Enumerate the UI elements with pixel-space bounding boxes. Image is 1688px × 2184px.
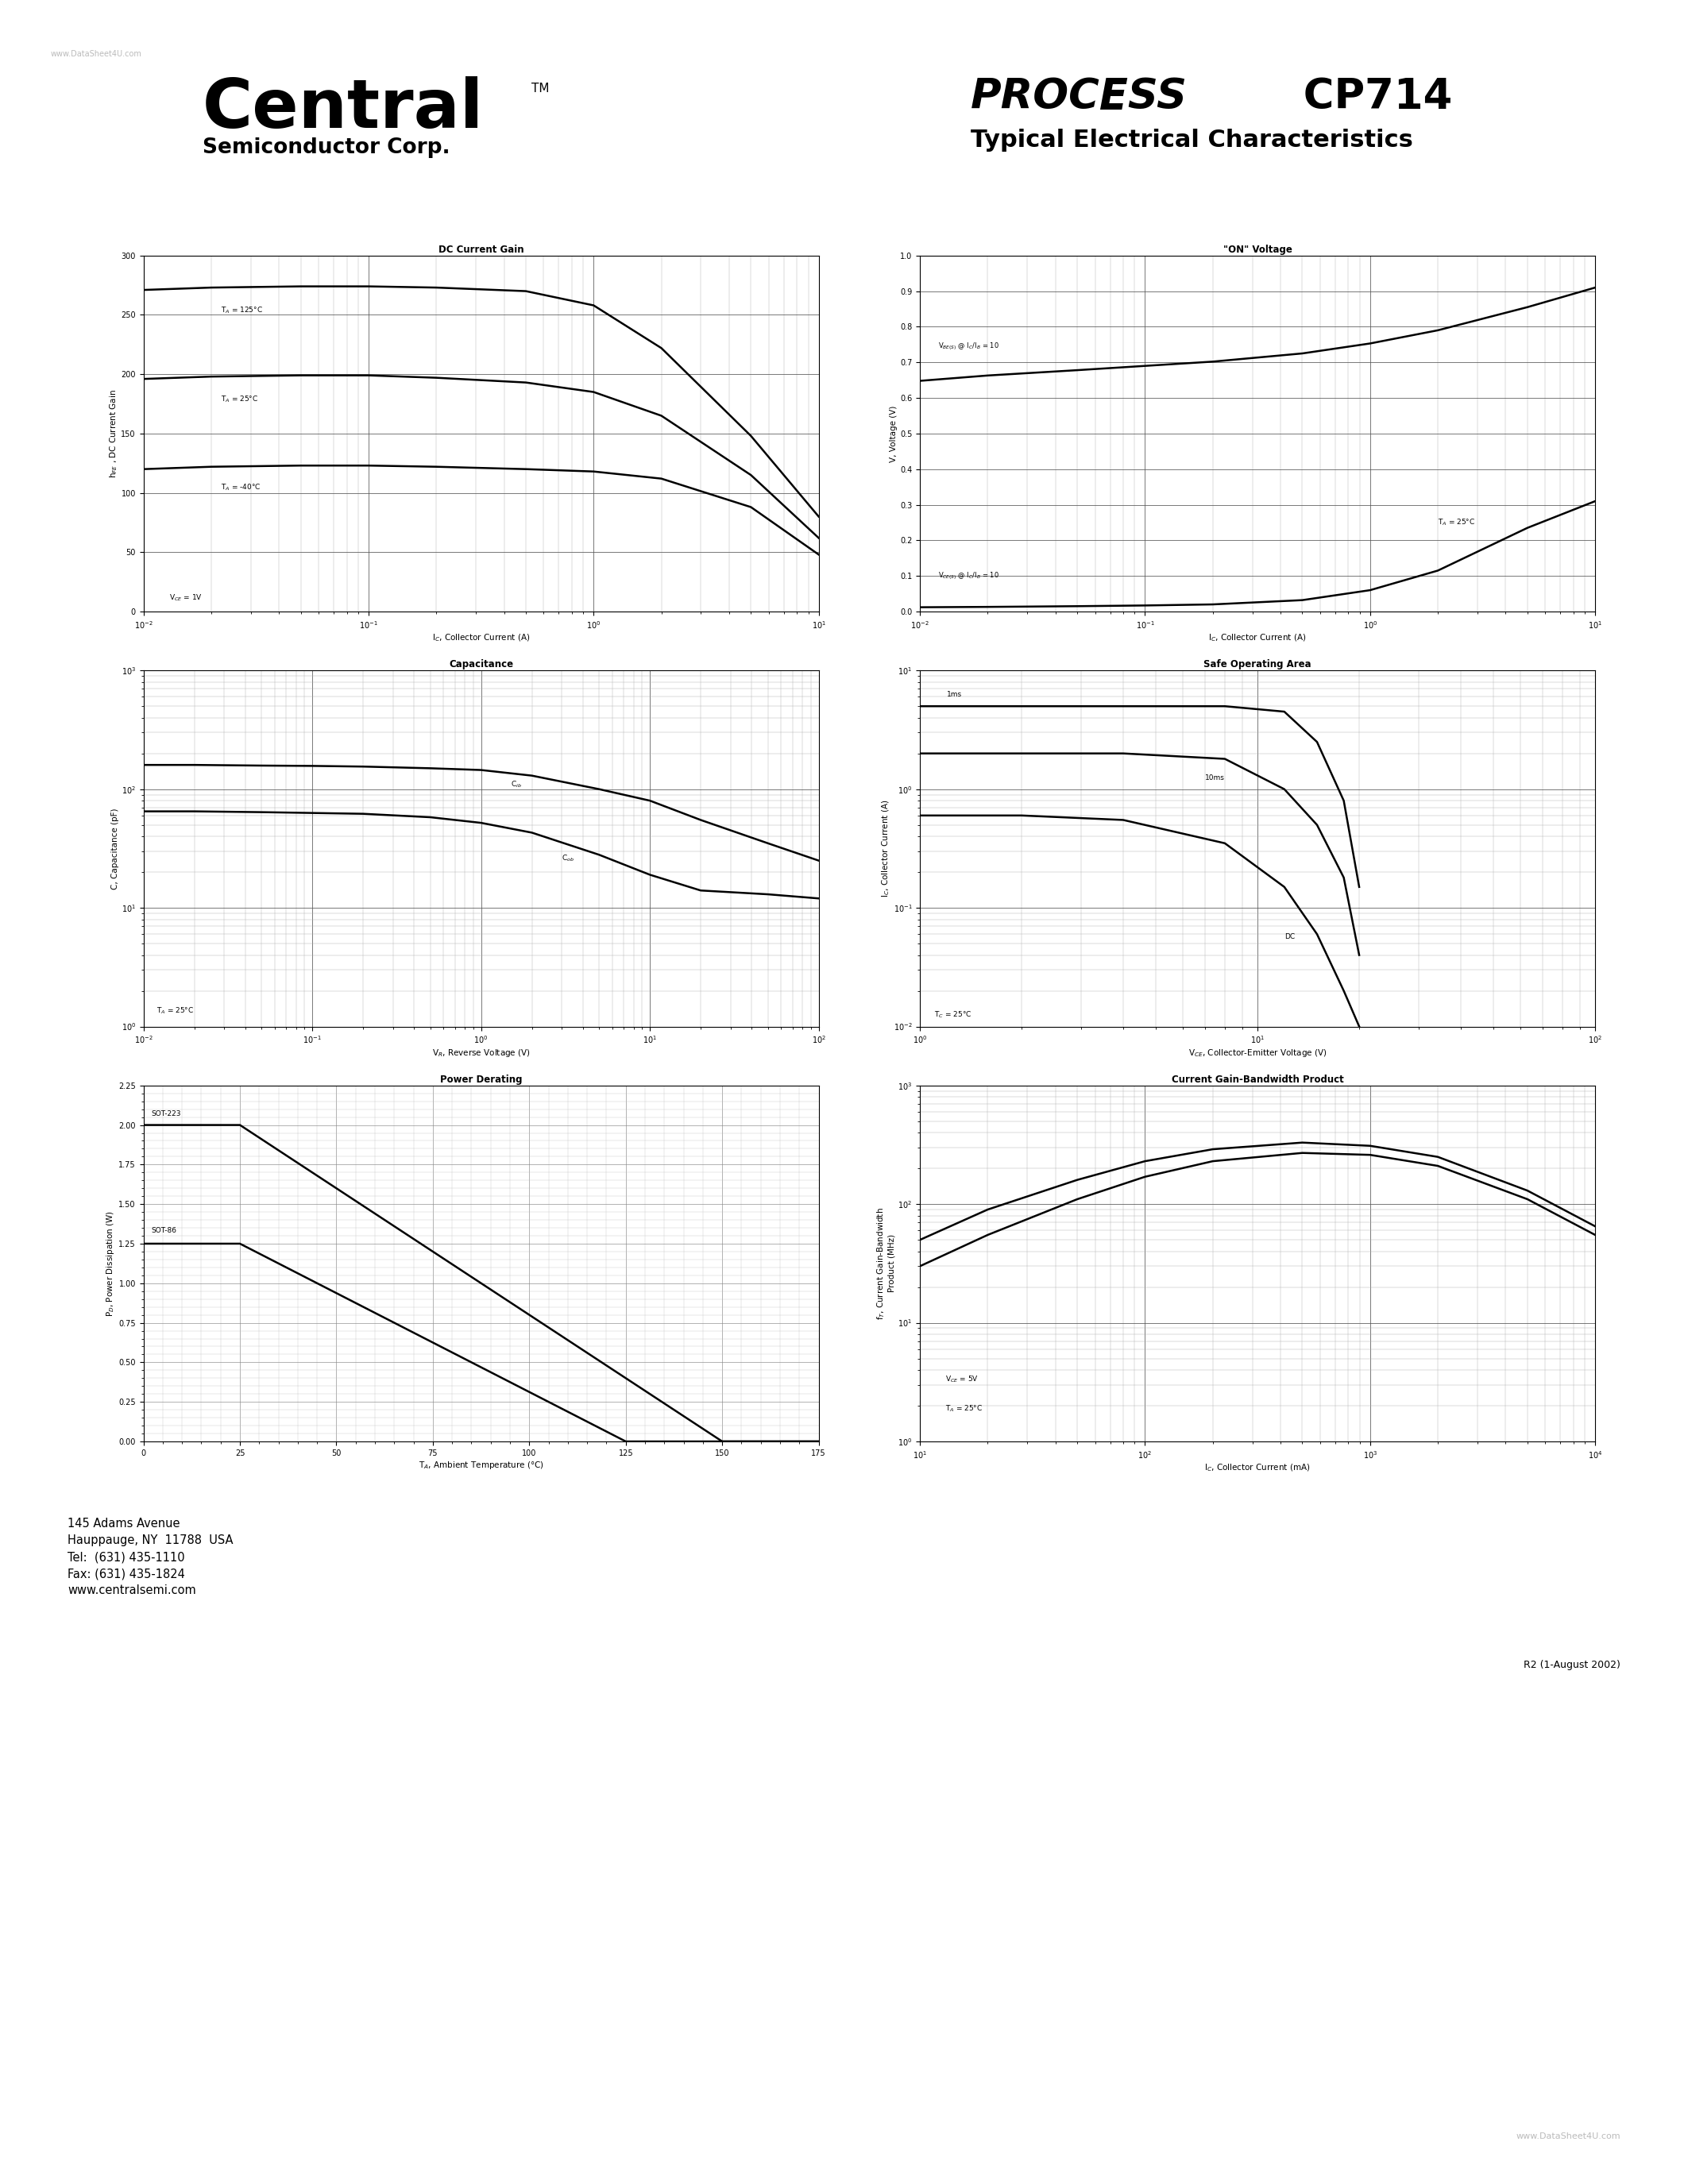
Text: T$_C$ = 25°C: T$_C$ = 25°C	[933, 1009, 972, 1020]
Text: Central: Central	[203, 76, 484, 142]
Text: C$_{ib}$: C$_{ib}$	[511, 780, 522, 788]
X-axis label: V$_R$, Reverse Voltage (V): V$_R$, Reverse Voltage (V)	[432, 1048, 530, 1059]
Text: SOT-86: SOT-86	[152, 1227, 177, 1234]
X-axis label: T$_A$, Ambient Temperature (°C): T$_A$, Ambient Temperature (°C)	[419, 1459, 544, 1470]
Text: Semiconductor Corp.: Semiconductor Corp.	[203, 138, 451, 157]
X-axis label: V$_{CE}$, Collector-Emitter Voltage (V): V$_{CE}$, Collector-Emitter Voltage (V)	[1188, 1048, 1327, 1059]
X-axis label: I$_C$, Collector Current (mA): I$_C$, Collector Current (mA)	[1205, 1463, 1310, 1474]
Y-axis label: V, Voltage (V): V, Voltage (V)	[890, 406, 898, 461]
Text: T$_A$ = 25°C: T$_A$ = 25°C	[157, 1007, 194, 1016]
Text: CP714: CP714	[1274, 76, 1453, 118]
Text: 1ms: 1ms	[947, 692, 962, 699]
Text: Typical Electrical Characteristics: Typical Electrical Characteristics	[971, 129, 1413, 153]
Y-axis label: h$_{FE}$ , DC Current Gain: h$_{FE}$ , DC Current Gain	[108, 389, 118, 478]
Text: DC: DC	[1285, 933, 1295, 941]
Title: "ON" Voltage: "ON" Voltage	[1224, 245, 1291, 256]
Text: TM: TM	[532, 83, 550, 94]
Title: Current Gain-Bandwidth Product: Current Gain-Bandwidth Product	[1171, 1075, 1344, 1085]
Text: V$_{CE}$ = 5V: V$_{CE}$ = 5V	[945, 1374, 979, 1385]
Text: V$_{BE(S)}$ @ I$_C$/I$_B$ = 10: V$_{BE(S)}$ @ I$_C$/I$_B$ = 10	[939, 341, 999, 352]
Text: C$_{ob}$: C$_{ob}$	[562, 854, 574, 863]
Text: T$_A$ = -40°C: T$_A$ = -40°C	[221, 483, 260, 491]
Y-axis label: f$_T$, Current Gain-Bandwidth
Product (MHz): f$_T$, Current Gain-Bandwidth Product (M…	[876, 1208, 895, 1319]
Text: 145 Adams Avenue
Hauppauge, NY  11788  USA
Tel:  (631) 435-1110
Fax: (631) 435-1: 145 Adams Avenue Hauppauge, NY 11788 USA…	[68, 1518, 233, 1597]
Title: Safe Operating Area: Safe Operating Area	[1204, 660, 1312, 670]
Text: www.DataSheet4U.com: www.DataSheet4U.com	[51, 50, 142, 59]
Y-axis label: C, Capacitance (pF): C, Capacitance (pF)	[111, 808, 118, 889]
Title: DC Current Gain: DC Current Gain	[439, 245, 523, 256]
Title: Power Derating: Power Derating	[441, 1075, 522, 1085]
Text: 10ms: 10ms	[1205, 773, 1225, 782]
Text: V$_{CE}$ = 1V: V$_{CE}$ = 1V	[169, 592, 203, 603]
Text: V$_{CE(S)}$ @ I$_C$/I$_B$ = 10: V$_{CE(S)}$ @ I$_C$/I$_B$ = 10	[939, 570, 999, 581]
Text: T$_A$ = 25°C: T$_A$ = 25°C	[1438, 518, 1475, 526]
Text: PROCESS: PROCESS	[971, 76, 1187, 118]
Text: www.DataSheet4U.com: www.DataSheet4U.com	[1516, 2132, 1620, 2140]
Text: T$_A$ = 25°C: T$_A$ = 25°C	[221, 395, 258, 404]
Title: Capacitance: Capacitance	[449, 660, 513, 670]
X-axis label: I$_C$, Collector Current (A): I$_C$, Collector Current (A)	[1209, 633, 1307, 644]
X-axis label: I$_C$, Collector Current (A): I$_C$, Collector Current (A)	[432, 633, 530, 644]
Y-axis label: I$_C$, Collector Current (A): I$_C$, Collector Current (A)	[879, 799, 891, 898]
Text: T$_A$ = 125°C: T$_A$ = 125°C	[221, 306, 263, 314]
Text: SOT-223: SOT-223	[152, 1109, 181, 1116]
Text: T$_A$ = 25°C: T$_A$ = 25°C	[945, 1404, 982, 1413]
Y-axis label: P$_D$, Power Dissipation (W): P$_D$, Power Dissipation (W)	[105, 1210, 116, 1317]
Text: R2 (1-August 2002): R2 (1-August 2002)	[1524, 1660, 1620, 1671]
